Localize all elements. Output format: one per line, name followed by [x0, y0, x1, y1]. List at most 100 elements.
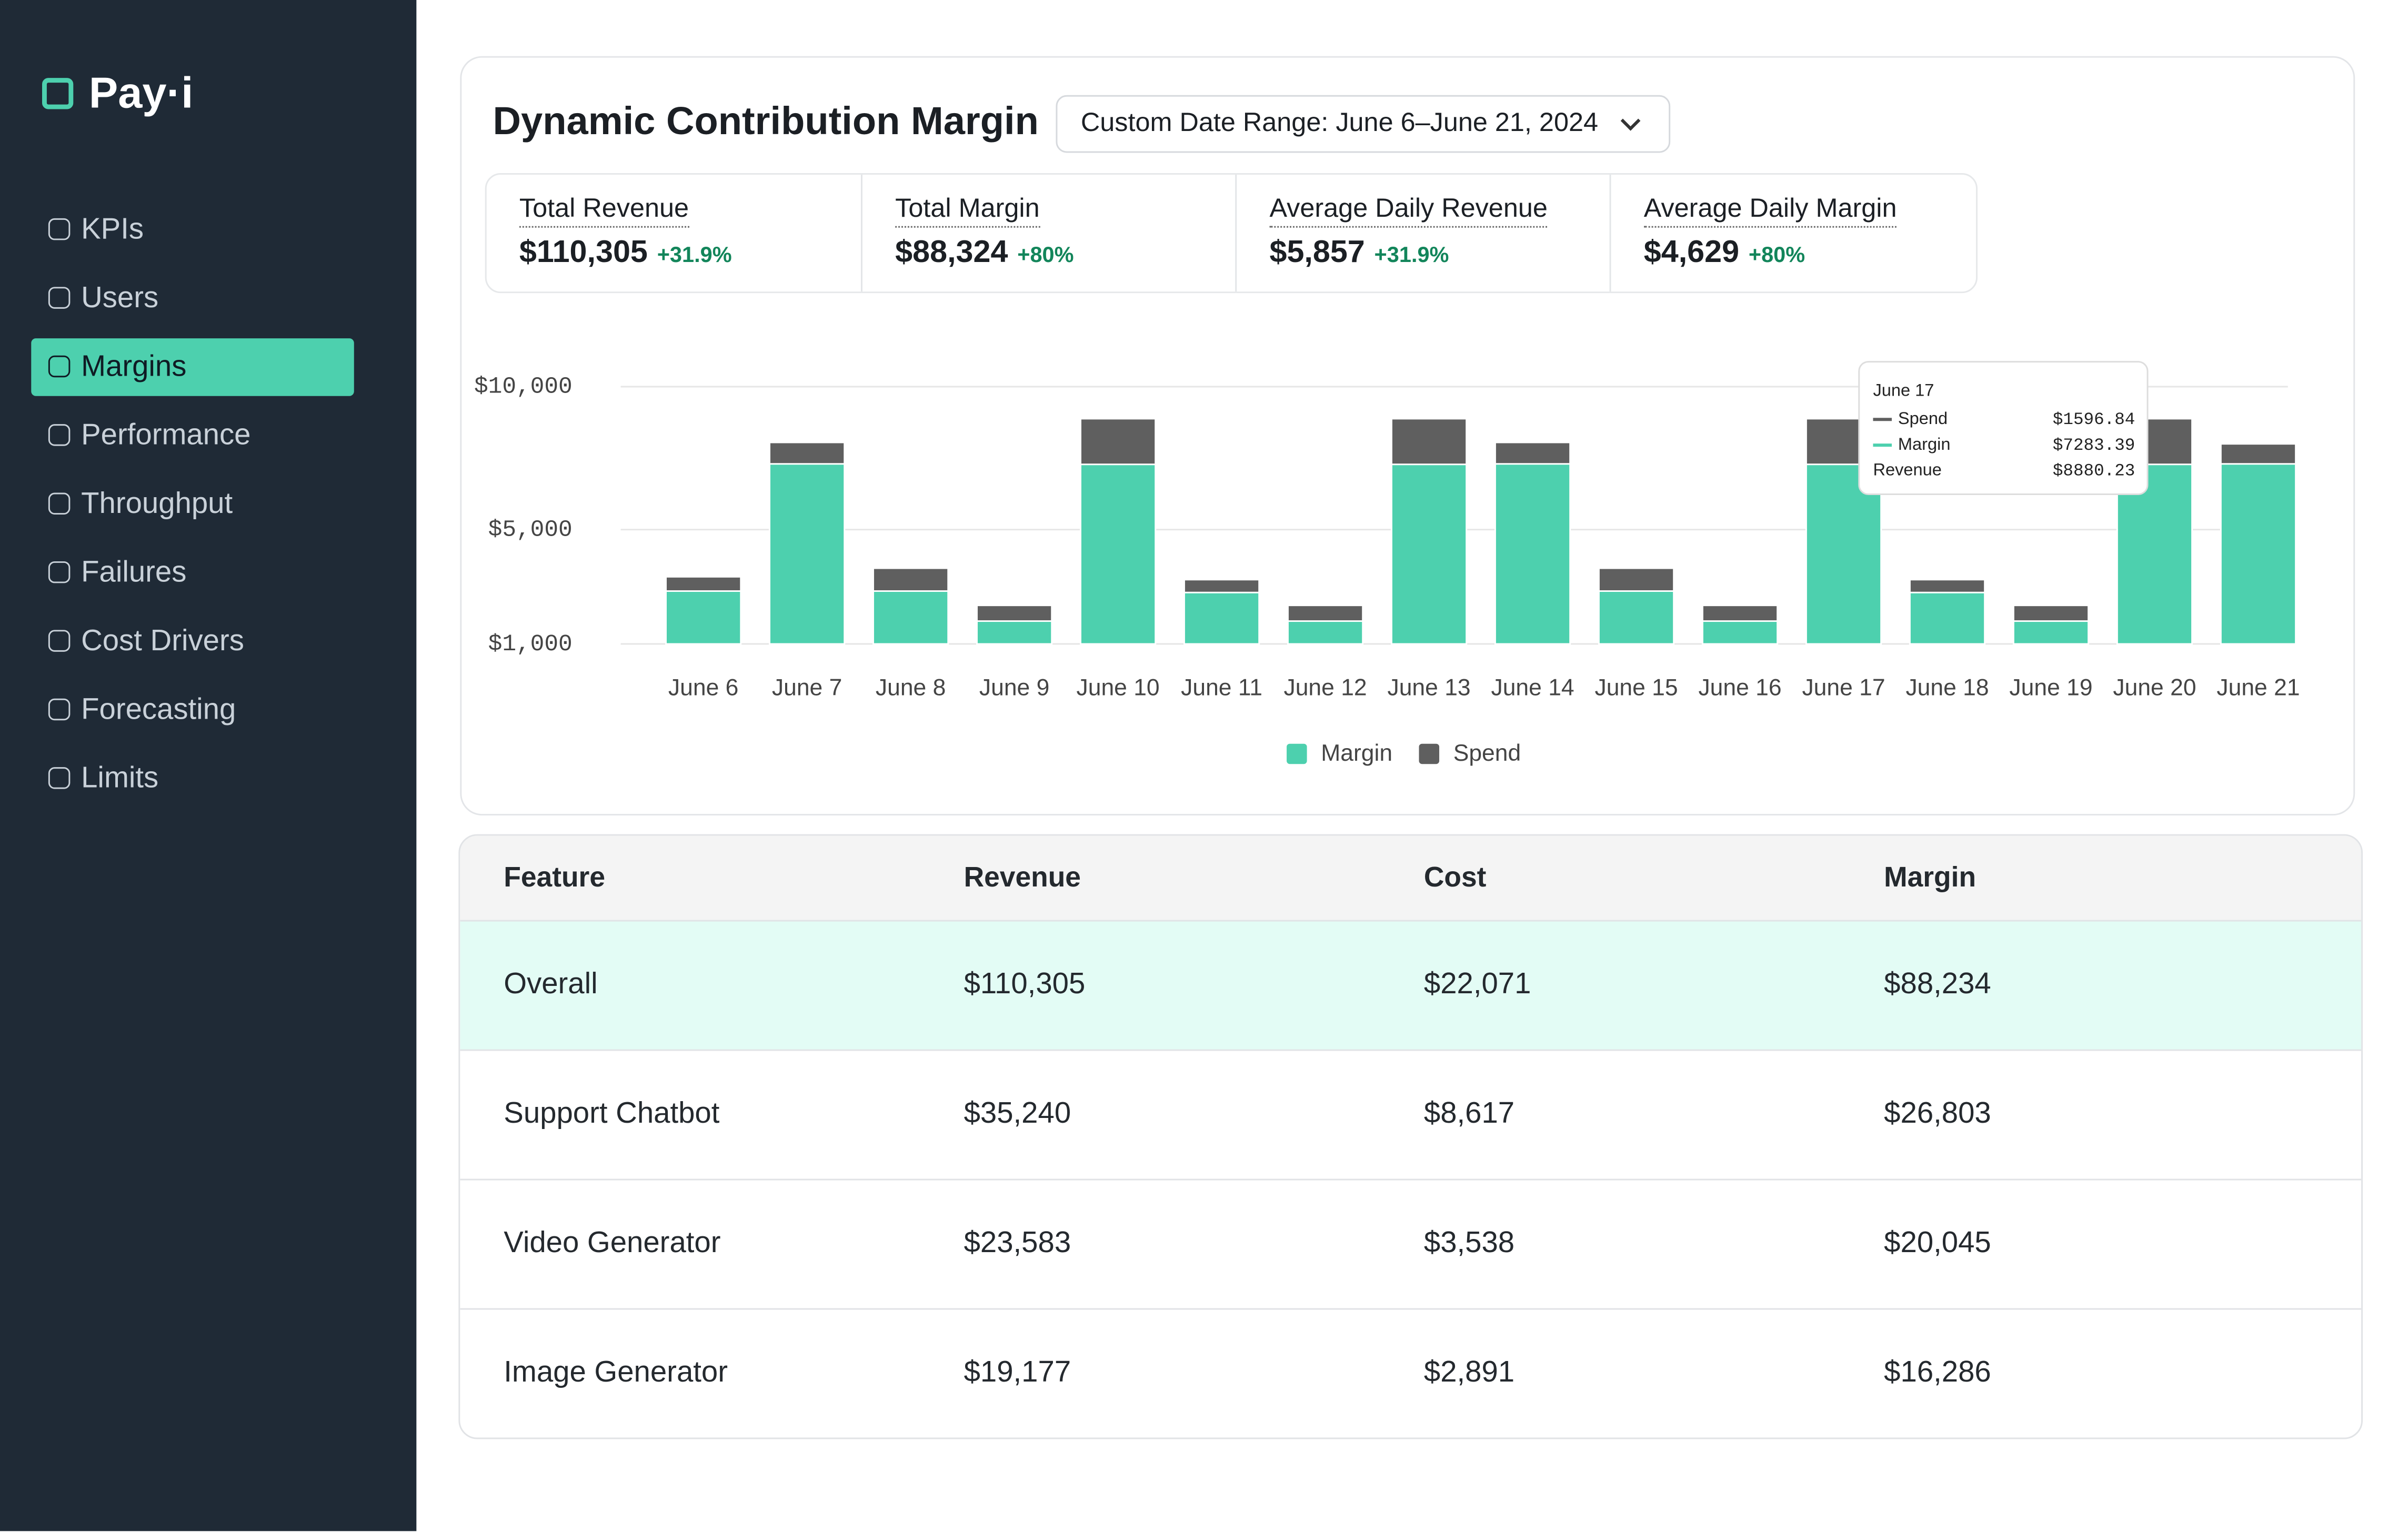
x-tick-label: June 14 [1491, 675, 1574, 701]
nav-item[interactable]: KPIs [31, 201, 354, 259]
cell: $110,305 [964, 968, 1086, 1001]
kpi-value: $110,305 +31.9% [519, 236, 861, 271]
sidebar: Pay·i KPIs Users Margins Performance Through… [0, 0, 417, 1531]
bar-segment [872, 567, 949, 592]
nav-icon [48, 767, 71, 789]
nav-label: Cost Drivers [81, 625, 244, 658]
nav-item[interactable]: Cost Drivers [31, 613, 354, 671]
nav-label: Performance [81, 419, 251, 452]
feature-table: Feature Revenue Cost Margin Overall $110,305 $… [458, 834, 2363, 1439]
cell: Overall [504, 968, 598, 1001]
nav-icon [48, 492, 71, 515]
table-header: Feature Revenue Cost Margin [460, 835, 2362, 920]
bar-segment [2012, 620, 2090, 645]
bar-segment [769, 463, 846, 645]
bar-segment [1183, 591, 1260, 645]
tooltip-box [1858, 361, 2149, 495]
bar-segment [1287, 620, 1364, 645]
bar-segment [1079, 418, 1157, 466]
legend-label: Margin [1321, 740, 1392, 766]
table-row: Overall $110,305 $22,071 $88,234 [460, 920, 2362, 1050]
nav-icon [48, 630, 71, 652]
nav-label: Limits [81, 762, 159, 795]
tooltip-name: Spend [1898, 408, 1948, 428]
nav-item[interactable]: Throughput [31, 476, 354, 533]
bar-segment [2220, 463, 2297, 645]
nav-icon [48, 287, 71, 309]
kpi-change: +31.9% [1374, 241, 1449, 267]
nav-item[interactable]: Performance [31, 407, 354, 465]
cell: Image Generator [504, 1356, 728, 1389]
bar-segment [1390, 418, 1468, 466]
nav-item[interactable]: Forecasting [31, 681, 354, 739]
x-tick-label: June 12 [1284, 675, 1367, 701]
nav-icon [48, 218, 71, 240]
cell: Support Chatbot [504, 1097, 720, 1131]
x-tick-label: June 7 [772, 675, 842, 701]
bar-segment [1701, 620, 1779, 645]
bar-segment [1909, 579, 1986, 593]
nav-label: KPIs [81, 214, 144, 247]
x-tick-label: June 17 [1802, 675, 1885, 701]
logo-icon [42, 78, 74, 109]
nav-item[interactable]: Margins [31, 338, 354, 396]
kpi: Total Margin $88,324 +80% [860, 174, 1235, 292]
table-row: Image Generator $19,177 $2,891 $16,286 [460, 1308, 2362, 1438]
bar-segment [1183, 579, 1260, 593]
tooltip-value: $8880.23 [2053, 461, 2135, 481]
bar-segment [976, 604, 1053, 622]
x-tick-label: June 10 [1077, 675, 1160, 701]
kpi-label: Total Margin [895, 194, 1040, 228]
x-tick-label: June 21 [2216, 675, 2300, 701]
x-tick-label: June 15 [1594, 675, 1678, 701]
cell: $16,286 [1884, 1356, 1991, 1389]
tooltip-name: Revenue [1873, 460, 1941, 479]
nav-label: Throughput [81, 488, 233, 521]
date-range-dropdown[interactable]: Custom Date Range: June 6–June 21, 2024 [1056, 95, 1671, 153]
bar-segment [1598, 590, 1675, 645]
tooltip-value: $1596.84 [2053, 410, 2135, 429]
table-row: Video Generator $23,583 $3,538 $20,045 [460, 1178, 2362, 1308]
kpi-change: +80% [1748, 241, 1805, 267]
cell: $26,803 [1884, 1097, 1991, 1131]
cell: $20,045 [1884, 1227, 1991, 1260]
nav-icon [48, 561, 71, 583]
cell: $19,177 [964, 1356, 1071, 1389]
y-tick-label: $5,000 [488, 517, 573, 543]
x-tick-label: June 6 [668, 675, 738, 701]
tooltip-value: $7283.39 [2053, 436, 2135, 455]
bar-segment [2220, 443, 2297, 465]
bar-segment [1494, 441, 1571, 465]
kpi-label: Average Daily Margin [1643, 194, 1897, 228]
header-cell: Revenue [964, 861, 1081, 893]
bar-segment [665, 576, 742, 592]
nav-icon [48, 698, 71, 721]
cell: $23,583 [964, 1227, 1071, 1260]
kpi-number: $88,324 [895, 235, 1008, 270]
bar-segment [665, 590, 742, 645]
tooltip: June 17 Spend $1596.84 Margin $7283.39 Revenu… [1858, 361, 2149, 495]
bar-segment [1909, 591, 1986, 645]
bar-segment [1079, 463, 1157, 645]
kpi: Total Revenue $110,305 +31.9% [487, 175, 861, 291]
bar-segment [1287, 604, 1364, 622]
kpi-value: $5,857 +31.9% [1269, 236, 1609, 271]
cell: $2,891 [1423, 1356, 1515, 1389]
kpi-change: +80% [1017, 241, 1074, 267]
kpi-number: $5,857 [1269, 235, 1365, 270]
nav-item[interactable]: Users [31, 270, 354, 328]
bar-segment [1701, 604, 1779, 622]
y-tick-label: $1,000 [488, 631, 573, 658]
page-title: Dynamic Contribution Margin [493, 99, 1039, 144]
x-tick-label: June 19 [2009, 675, 2092, 701]
bar-segment [1598, 567, 1675, 592]
legend-label: Spend [1453, 740, 1521, 766]
tooltip-title: June 17 [1873, 380, 1934, 400]
nav-item[interactable]: Limits [31, 750, 354, 808]
bar-segment [1390, 463, 1468, 645]
cell: $35,240 [964, 1097, 1071, 1131]
bar-segment [872, 590, 949, 645]
nav-item[interactable]: Failures [31, 544, 354, 602]
nav-label: Users [81, 282, 159, 315]
